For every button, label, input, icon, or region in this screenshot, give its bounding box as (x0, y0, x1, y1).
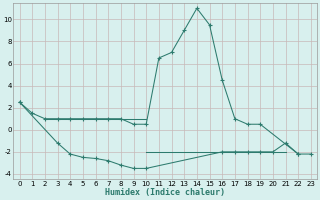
X-axis label: Humidex (Indice chaleur): Humidex (Indice chaleur) (105, 188, 225, 197)
